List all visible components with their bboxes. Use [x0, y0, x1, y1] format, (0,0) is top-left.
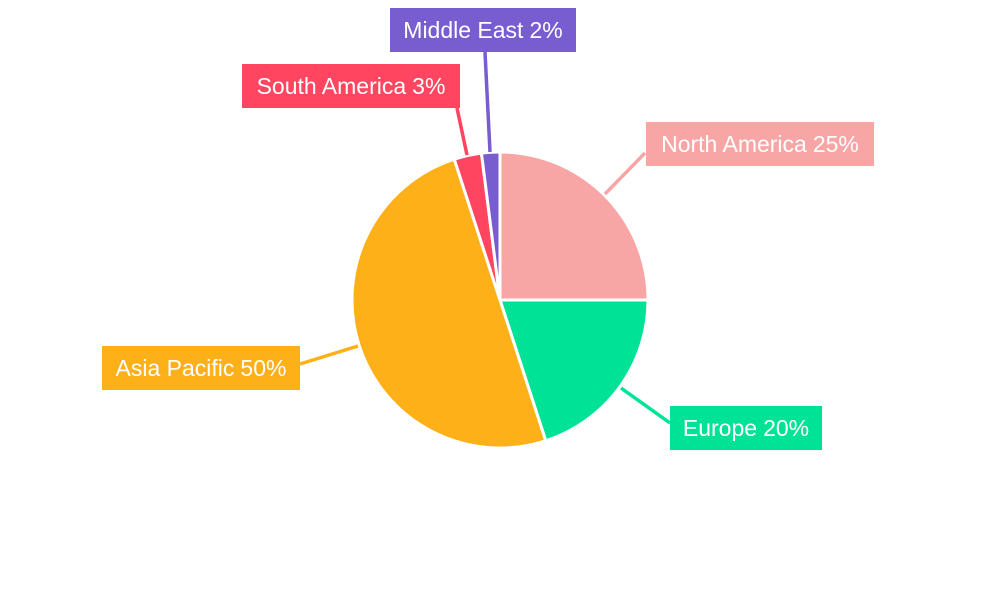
- data-label: South America 3%: [257, 73, 446, 99]
- slice-name: North America: [661, 131, 807, 157]
- leader-line: [483, 51, 492, 153]
- data-label: Europe 20%: [683, 415, 809, 441]
- slice-name: Middle East: [403, 17, 524, 43]
- data-label: Middle East 2%: [403, 17, 562, 43]
- label-box: [390, 8, 576, 52]
- slice-name: Europe: [683, 415, 757, 441]
- slice-percent: 3%: [412, 73, 445, 99]
- slice-percent: 25%: [813, 131, 859, 157]
- data-label: Asia Pacific 50%: [116, 355, 287, 381]
- leader-line: [603, 151, 647, 196]
- slice-name: Asia Pacific: [116, 355, 235, 381]
- data-label: North America 25%: [661, 131, 859, 157]
- label-box: [102, 346, 300, 390]
- slices: [350, 150, 650, 450]
- pie-slice-middle-east[interactable]: [479, 150, 502, 301]
- pie-slice-europe[interactable]: [497, 298, 650, 443]
- slice-percent: 2%: [529, 17, 562, 43]
- pie-slice-north-america[interactable]: [498, 150, 650, 302]
- leader-line: [619, 386, 672, 425]
- slice-percent: 50%: [240, 355, 286, 381]
- label-box: [646, 122, 874, 166]
- leader-line: [299, 344, 359, 366]
- label-box: [242, 64, 460, 108]
- leader-line: [455, 107, 469, 156]
- label-box: [670, 406, 822, 450]
- pie-slice-asia-pacific[interactable]: [350, 157, 548, 450]
- slice-name: South America: [257, 73, 407, 99]
- labels: North America 25% Europe 20% Asia Pacific 50%…: [102, 8, 874, 450]
- slice-percent: 20%: [763, 415, 809, 441]
